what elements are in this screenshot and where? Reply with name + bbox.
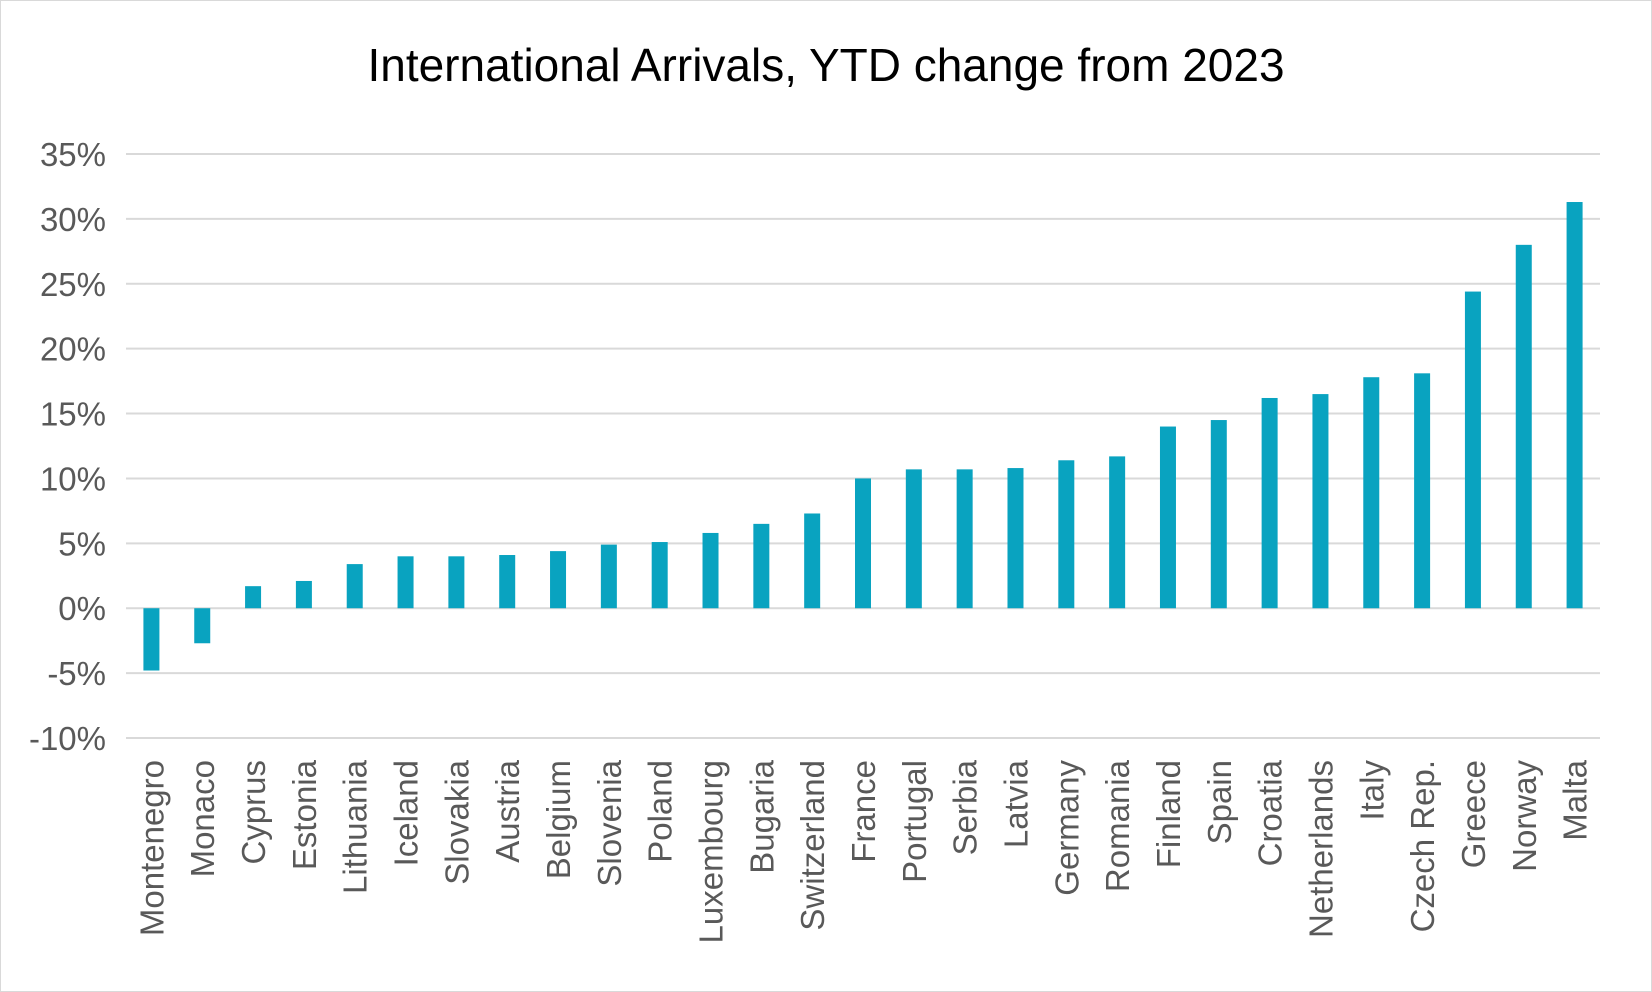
x-tick-label: Italy — [1353, 760, 1390, 821]
y-tick-label: -10% — [29, 720, 106, 757]
x-tick-label: Slovakia — [438, 759, 475, 884]
bar-iceland — [397, 556, 414, 609]
x-tick-label: Montenegro — [133, 760, 170, 936]
x-tick-label: Poland — [642, 760, 679, 863]
x-tick-label: Germany — [1048, 760, 1085, 896]
x-tick-label: Spain — [1201, 760, 1238, 844]
bar-finland — [1159, 426, 1176, 609]
x-tick-label: Belgium — [540, 760, 577, 879]
x-tick-label: Croatia — [1252, 759, 1289, 866]
x-tick-label: Lithuania — [337, 759, 374, 894]
x-tick-label: Norway — [1506, 760, 1543, 872]
x-tick-label: Slovenia — [591, 759, 628, 886]
bar-latvia — [1007, 468, 1024, 609]
x-tick-label: Netherlands — [1302, 760, 1339, 938]
y-tick-label: 10% — [40, 460, 106, 497]
bar-montenegro — [143, 608, 160, 671]
y-tick-label: -5% — [47, 655, 106, 692]
bar-france — [855, 478, 871, 609]
x-tick-label: Iceland — [388, 760, 425, 866]
x-tick-label: Estonia — [286, 759, 323, 870]
y-tick-label: 0% — [58, 590, 106, 627]
y-tick-label: 20% — [40, 331, 106, 368]
bar-bugaria — [753, 523, 770, 609]
bar-belgium — [550, 551, 567, 609]
x-tick-label: Switzerland — [794, 760, 831, 931]
bar-slovakia — [448, 556, 465, 609]
bar-cyprus — [245, 586, 262, 609]
bar-estonia — [295, 580, 312, 609]
x-tick-label: Serbia — [947, 759, 984, 855]
x-tick-label: Greece — [1455, 760, 1492, 868]
bar-luxembourg — [702, 532, 719, 609]
x-tick-label: Monaco — [184, 760, 221, 877]
x-tick-label: Finland — [1150, 760, 1187, 868]
bar-czech-rep — [1414, 373, 1431, 609]
bar-lithuania — [346, 564, 363, 609]
x-tick-label: France — [845, 760, 882, 863]
x-tick-label: Austria — [489, 759, 526, 862]
x-tick-label: Portugal — [896, 760, 933, 883]
y-tick-label: 35% — [40, 136, 106, 173]
x-tick-label: Czech Rep. — [1404, 760, 1441, 932]
bar-netherlands — [1312, 394, 1329, 609]
bar-greece — [1464, 291, 1481, 609]
bar-romania — [1109, 456, 1126, 609]
bar-italy — [1363, 377, 1380, 609]
y-tick-label: 5% — [58, 525, 106, 562]
bar-germany — [1058, 460, 1075, 609]
bar-norway — [1515, 244, 1532, 609]
bar-monaco — [194, 608, 211, 644]
x-tick-label: Latvia — [997, 759, 1034, 848]
x-tick-label: Cyprus — [235, 760, 272, 865]
bar-switzerland — [804, 513, 821, 609]
bar-malta — [1566, 202, 1583, 609]
bar-serbia — [956, 469, 973, 609]
x-tick-label: Romania — [1099, 759, 1136, 892]
bar-portugal — [905, 469, 922, 609]
bar-croatia — [1261, 397, 1278, 609]
x-tick-label: Malta — [1557, 759, 1594, 840]
bar-poland — [651, 542, 668, 609]
x-tick-label: Bugaria — [743, 759, 780, 873]
chart-title: International Arrivals, YTD change from … — [367, 39, 1285, 91]
x-tick-label: Luxembourg — [693, 760, 730, 943]
bar-slovenia — [600, 544, 617, 609]
bar-spain — [1210, 420, 1227, 609]
bar-austria — [499, 555, 516, 609]
y-tick-label: 15% — [40, 396, 106, 433]
y-tick-label: 25% — [40, 266, 106, 303]
y-tick-label: 30% — [40, 201, 106, 238]
